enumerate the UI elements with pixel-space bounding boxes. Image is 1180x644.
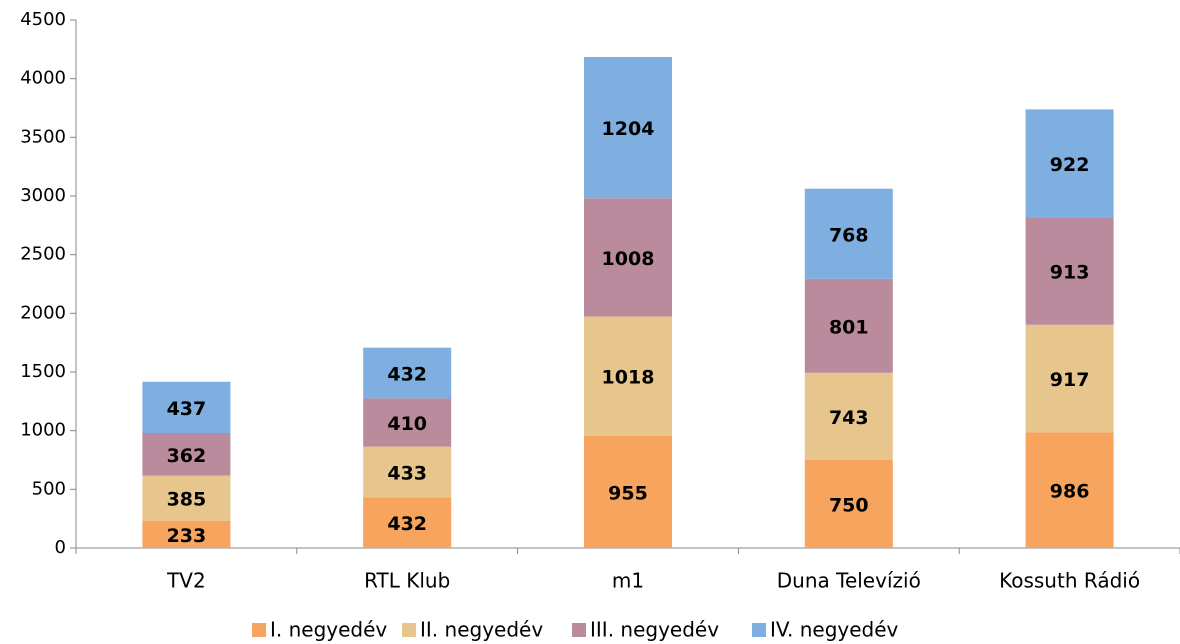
legend-label: I. negyedév [270,618,387,642]
bar-segment [584,316,672,436]
bar-segment [804,372,893,460]
value-label: 913 [1050,262,1090,284]
value-label: 362 [167,445,207,467]
bar-segment [584,198,672,317]
x-tick-label: Kossuth Rádió [999,569,1140,593]
legend-label: IV. negyedév [770,618,899,642]
value-label: 986 [1050,481,1090,503]
y-tick-label: 4000 [20,68,66,89]
y-tick-label: 2500 [20,244,66,265]
bar-segment [1025,217,1114,325]
bar-segment [142,433,231,476]
value-label: 922 [1050,154,1090,176]
value-label: 233 [167,525,207,547]
bar-segment [1025,432,1114,548]
value-label: 917 [1050,369,1090,391]
bar-segment [363,446,452,498]
value-label: 432 [387,364,427,386]
y-tick-label: 500 [32,478,66,499]
value-label: 385 [167,489,207,511]
bar-segment [142,381,231,434]
x-tick-label: Duna Televízió [777,569,921,593]
bar-segment [142,475,231,521]
bar-segment [584,435,672,548]
bar-segment [804,278,893,373]
bar-segment [363,398,452,447]
value-label: 433 [387,462,427,484]
legend-swatch [572,623,586,637]
bar-segment [1025,324,1114,433]
x-tick-label: TV2 [166,569,206,593]
bar-segment [804,188,893,279]
value-label: 437 [167,398,207,420]
y-tick-label: 0 [55,537,66,558]
y-tick-label: 2000 [20,302,66,323]
x-tick-label: m1 [612,569,644,593]
bar-segment [584,56,672,199]
y-tick-label: 3000 [20,185,66,206]
bar-segment [804,460,893,548]
value-label: 768 [829,224,869,246]
value-label: 1018 [602,367,655,389]
x-tick-label: RTL Klub [364,569,450,593]
legend-swatch [252,623,266,637]
bar-segment [1025,109,1114,218]
value-label: 410 [387,413,427,435]
bar-segment [142,520,231,548]
y-tick-label: 4500 [20,9,66,30]
legend-swatch [402,623,416,637]
legend-label: III. negyedév [590,618,719,642]
value-label: 1204 [602,118,655,140]
value-label: 432 [387,513,427,535]
bar-segment [363,347,452,399]
value-label: 750 [829,495,869,517]
y-tick-label: 1000 [20,420,66,441]
y-tick-label: 3500 [20,126,66,147]
y-tick-label: 1500 [20,361,66,382]
value-label: 955 [608,482,648,504]
value-label: 801 [829,316,869,338]
value-label: 743 [829,407,869,429]
bar-segment [363,497,452,548]
legend-label: II. negyedév [420,618,543,642]
value-label: 1008 [602,248,655,270]
legend-swatch [752,623,766,637]
